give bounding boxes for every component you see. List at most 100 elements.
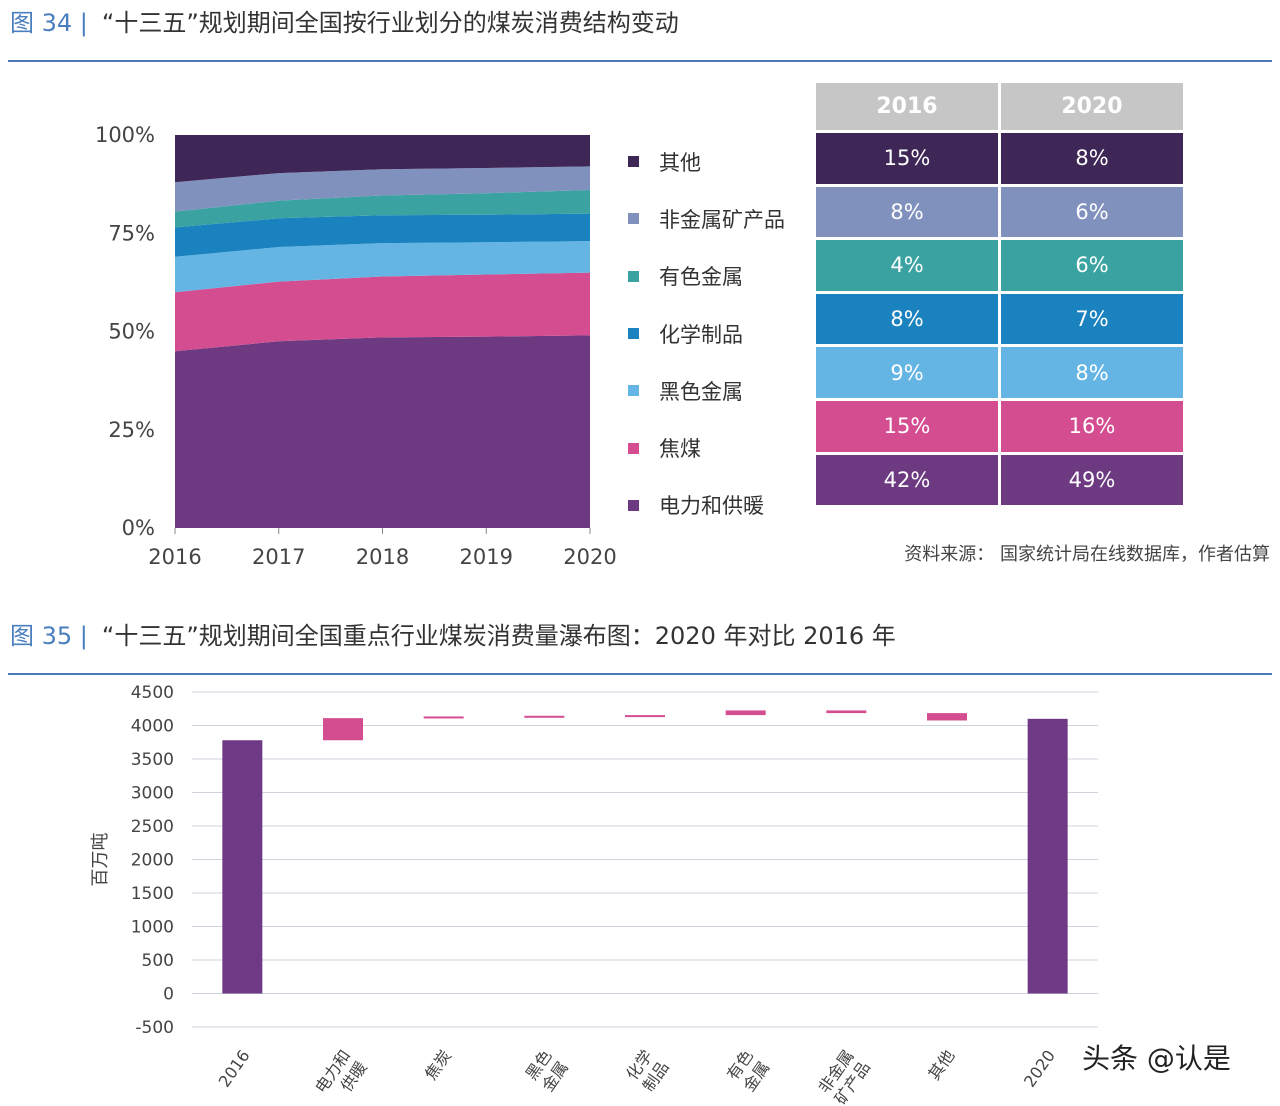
legend-label: 黑色金属 xyxy=(659,379,743,404)
area-series xyxy=(175,241,590,293)
table-row: 4% 6% xyxy=(816,240,1183,291)
x-tick-label: 焦炭 xyxy=(421,1046,455,1083)
area-series xyxy=(175,335,590,528)
waterfall-bars xyxy=(222,710,1068,994)
y-tick-label: 3000 xyxy=(131,784,174,804)
table-column-header: 2020 xyxy=(1001,83,1183,130)
x-tick-label-line: 其他 xyxy=(924,1046,958,1083)
x-tick-label: 2020 xyxy=(1020,1046,1059,1090)
waterfall-bar xyxy=(423,716,464,719)
waterfall-bar xyxy=(927,713,967,721)
figure-title-text: “十三五”规划期间全国按行业划分的煤炭消费结构变动 xyxy=(101,9,679,37)
table-cell: 49% xyxy=(1001,454,1183,506)
y-tick-label: 2500 xyxy=(131,817,174,837)
y-tick-label: 1500 xyxy=(131,884,174,904)
area-layers xyxy=(175,135,590,528)
y-tick-label: 0% xyxy=(122,516,155,540)
title-divider xyxy=(8,673,1272,675)
y-tick-label: -500 xyxy=(135,1018,174,1038)
source-note: 资料来源： 国家统计局在线数据库，作者估算 xyxy=(904,544,1270,565)
x-tick-label: 非金属矿产品 xyxy=(815,1046,874,1106)
table-cell: 8% xyxy=(816,186,998,238)
table-cell: 16% xyxy=(1001,400,1183,452)
y-tick-label: 75% xyxy=(108,221,155,245)
x-tick-label: 电力和供暖 xyxy=(311,1046,370,1096)
y-tick-label: 50% xyxy=(108,320,155,344)
chart-legend: 其他 非金属矿产品 有色金属 化学制品 黑色金属 焦煤 电力和供暖 xyxy=(628,133,818,534)
x-tick-label-line: 焦炭 xyxy=(421,1046,455,1083)
y-axis-ticks: 4500 4000 3500 3000 2500 2000 1500 1000 500 0 -500 xyxy=(131,683,174,1038)
legend-label: 化学制品 xyxy=(659,322,743,347)
legend-swatch xyxy=(628,499,639,511)
area-series xyxy=(175,213,590,257)
waterfall-bar xyxy=(524,715,565,718)
x-axis-ticks: 2016 电力和供暖 焦炭 黑色金属 化学制品 有色金属 非金属矿产品 其他 2020 xyxy=(215,1046,1059,1106)
legend-swatch xyxy=(628,442,639,454)
share-table: 2016 2020 15% 8% 8% 6% 4% 6% 8% 7% 9% 8% 15% 16% 42% 4… xyxy=(813,80,1186,508)
waterfall-bar xyxy=(725,710,766,716)
x-tick-label-line: 2020 xyxy=(1020,1046,1059,1090)
legend-item: 有色金属 xyxy=(628,248,818,305)
table-cell: 4% xyxy=(816,240,998,291)
table-cell: 42% xyxy=(816,454,998,506)
waterfall-bar xyxy=(323,718,363,741)
table-cell: 15% xyxy=(816,133,998,184)
legend-swatch xyxy=(628,270,639,282)
area-series xyxy=(175,190,590,228)
x-tick-label-line: 2016 xyxy=(215,1046,254,1090)
table-cell: 6% xyxy=(1001,240,1183,291)
legend-label: 有色金属 xyxy=(659,265,743,290)
legend-item: 黑色金属 xyxy=(628,362,818,419)
area-series xyxy=(175,166,590,212)
grid-lines xyxy=(192,691,1098,1028)
table-row: 8% 7% xyxy=(816,293,1183,345)
table-column-header: 2016 xyxy=(816,83,998,130)
table-row: 8% 6% xyxy=(816,186,1183,238)
figure-title-text: “十三五”规划期间全国重点行业煤炭消费量瀑布图：2020 年对比 2016 年 xyxy=(101,622,896,650)
waterfall-bar xyxy=(1027,718,1068,994)
x-tick-label: 其他 xyxy=(924,1046,958,1083)
x-tick-label: 有色金属 xyxy=(723,1046,773,1095)
legend-item: 其他 xyxy=(628,133,818,190)
x-tick-label: 2016 xyxy=(148,545,201,569)
table-cell: 9% xyxy=(816,347,998,398)
table-cell: 8% xyxy=(1001,133,1183,184)
x-axis-ticks: 2016 2017 2018 2019 2020 xyxy=(148,528,617,569)
figure-number: 图 35 | xyxy=(10,622,88,650)
y-tick-label: 100% xyxy=(95,123,155,147)
table-header-row: 2016 2020 xyxy=(816,83,1183,130)
figure-35-title: 图 35 | “十三五”规划期间全国重点行业煤炭消费量瀑布图：2020 年对比 2… xyxy=(10,616,896,656)
area-series xyxy=(175,135,590,183)
table-cell: 6% xyxy=(1001,186,1183,238)
y-tick-label: 25% xyxy=(108,418,155,442)
area-series xyxy=(175,272,590,352)
waterfall-bar xyxy=(625,715,665,718)
y-tick-label: 4000 xyxy=(131,717,174,737)
waterfall-bar xyxy=(826,710,867,714)
x-tick-label: 2017 xyxy=(252,545,305,569)
legend-label: 焦煤 xyxy=(659,437,701,462)
figure-34-title: 图 34 | “十三五”规划期间全国按行业划分的煤炭消费结构变动 xyxy=(10,3,679,43)
table-cell: 8% xyxy=(816,293,998,345)
watermark: 头条 @认是 xyxy=(1082,1042,1231,1075)
x-tick-label: 黑色金属 xyxy=(522,1046,572,1095)
legend-swatch xyxy=(628,213,639,225)
table-cell: 7% xyxy=(1001,293,1183,345)
legend-label: 其他 xyxy=(659,150,701,175)
y-tick-label: 0 xyxy=(163,985,174,1005)
y-tick-label: 500 xyxy=(142,951,174,971)
x-tick-label: 化学制品 xyxy=(622,1046,672,1095)
table-cell: 15% xyxy=(816,400,998,452)
table-cell: 8% xyxy=(1001,347,1183,398)
table-row: 9% 8% xyxy=(816,347,1183,398)
figure-number: 图 34 | xyxy=(10,9,88,37)
table-row: 42% 49% xyxy=(816,454,1183,506)
x-tick-label: 2016 xyxy=(215,1046,254,1090)
title-divider xyxy=(8,60,1272,62)
waterfall-chart: 4500 4000 3500 3000 2500 2000 1500 1000 500 0 -500… xyxy=(90,683,1098,1106)
table-row: 15% 8% xyxy=(816,133,1183,184)
legend-label: 非金属矿产品 xyxy=(659,207,785,232)
legend-item: 焦煤 xyxy=(628,419,818,476)
x-tick-label: 2020 xyxy=(563,545,616,569)
waterfall-bar xyxy=(222,740,263,994)
